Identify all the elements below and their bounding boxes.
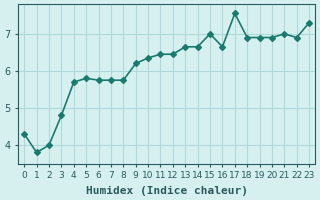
X-axis label: Humidex (Indice chaleur): Humidex (Indice chaleur) — [86, 186, 248, 196]
